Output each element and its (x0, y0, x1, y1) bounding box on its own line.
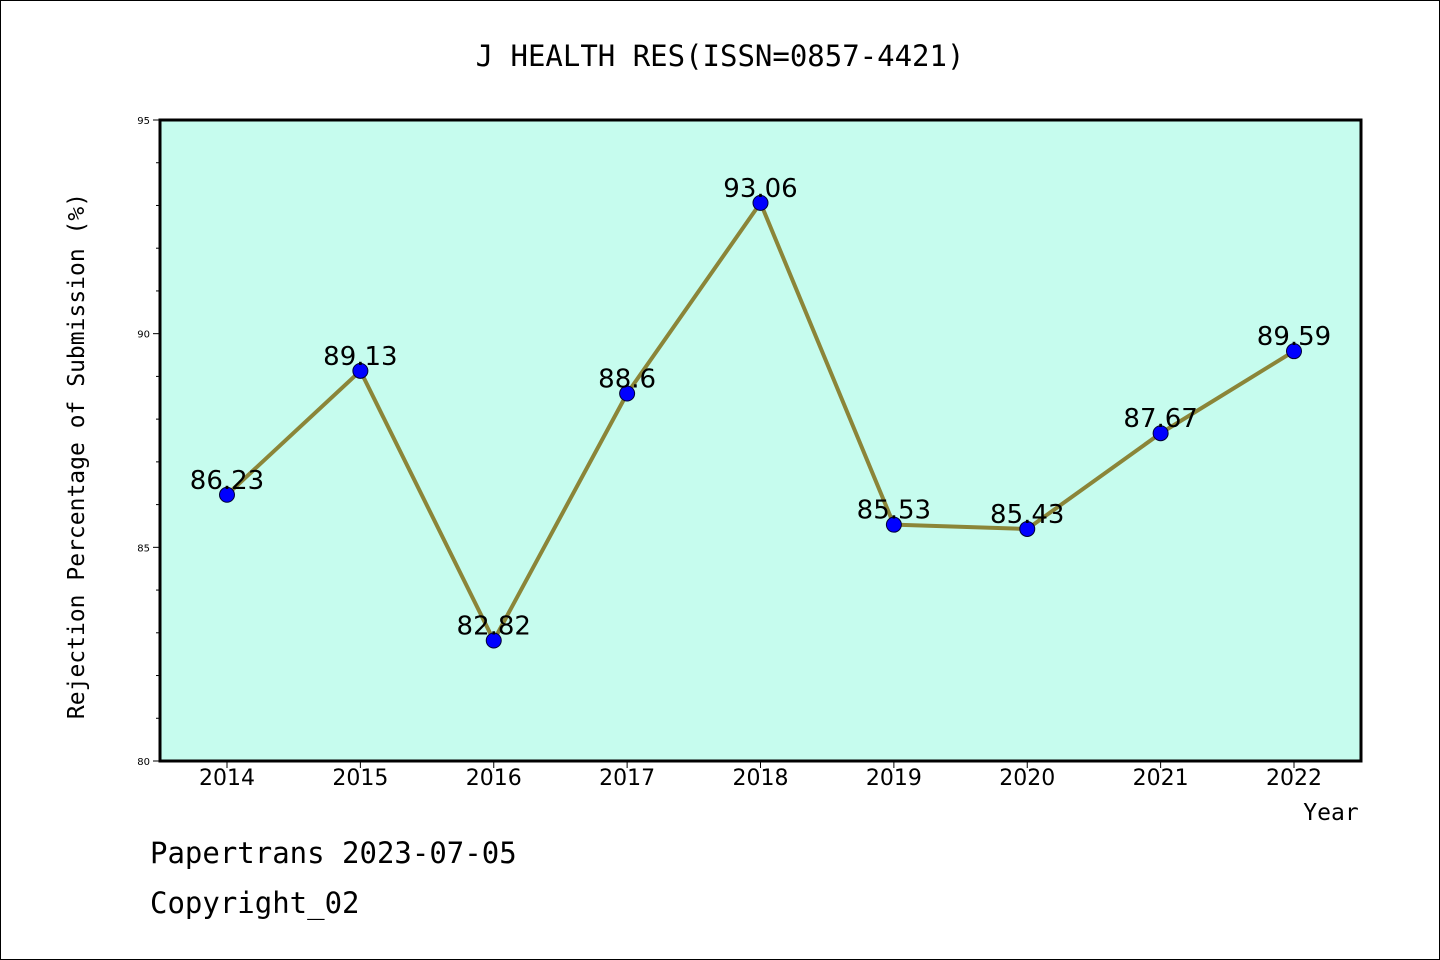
footer-papertrans: Papertrans 2023-07-05 (150, 836, 517, 870)
data-label-2021: 87.67 (1123, 404, 1197, 434)
y-tick-label: 85 (137, 543, 150, 554)
y-axis-label: Rejection Percentage of Submission (%) (64, 193, 90, 719)
x-tick-label: 2022 (1266, 766, 1322, 791)
data-label-2022: 89.59 (1257, 322, 1331, 352)
x-tick-label: 2016 (466, 766, 522, 791)
data-label-2014: 86.23 (190, 466, 264, 496)
data-point-2020 (1019, 520, 1036, 537)
data-label-2016: 82.82 (457, 611, 531, 641)
data-markers (219, 194, 1302, 649)
footer-copyright: Copyright_02 (150, 886, 360, 920)
data-label-2020: 85.43 (990, 500, 1064, 530)
x-tick-label: 2021 (1133, 766, 1189, 791)
data-label-2015: 89.13 (323, 342, 397, 372)
x-tick-label: 2018 (733, 766, 789, 791)
data-point-2015 (352, 362, 369, 379)
data-point-2014 (219, 486, 235, 503)
data-point-2022 (1286, 343, 1302, 360)
y-tick-label: 90 (137, 330, 150, 341)
x-tick-label: 2015 (332, 766, 388, 791)
x-tick-label: 2019 (866, 766, 922, 791)
data-point-2021 (1152, 425, 1169, 442)
data-label-2019: 85.53 (857, 496, 931, 526)
chart-title: J HEALTH RES(ISSN=0857-4421) (476, 39, 965, 73)
data-label-2017: 88.6 (598, 364, 656, 394)
x-tick-label: 2017 (599, 766, 655, 791)
plot-border (158, 118, 1363, 763)
data-label-2018: 93.06 (723, 174, 797, 204)
x-tick-label: 2014 (199, 766, 255, 791)
y-axis-ticks: 80 85 90 95 (137, 116, 160, 768)
data-labels: 86.23 89.13 82.82 88.6 93.06 85.53 85.43 87.67 8… (190, 174, 1331, 642)
y-tick-label: 95 (137, 116, 150, 127)
x-axis-ticks: 2014 2015 2016 2017 2018 2019 2020 2021 2022 (199, 761, 1322, 791)
data-point-2019 (885, 516, 902, 533)
x-axis-label: Year (1303, 800, 1358, 826)
plot-area (160, 120, 1361, 761)
data-point-2017 (619, 385, 636, 402)
y-tick-label: 80 (137, 757, 150, 768)
x-tick-label: 2020 (999, 766, 1055, 791)
data-point-2016 (485, 632, 502, 649)
data-point-2018 (752, 194, 769, 211)
